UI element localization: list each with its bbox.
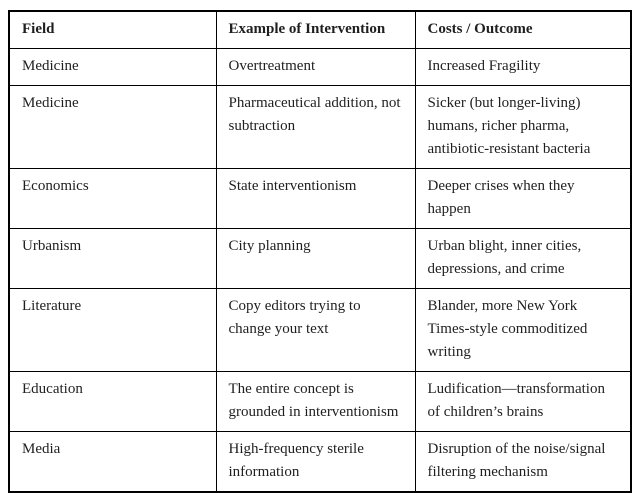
column-header-intervention: Example of Intervention xyxy=(215,10,416,49)
table-row: Media High-frequency sterile information… xyxy=(8,431,632,493)
cell-outcome: Disruption of the noise/signal filtering… xyxy=(414,431,632,493)
cell-outcome: Urban blight, inner cities, depressions,… xyxy=(414,228,632,289)
cell-field: Education xyxy=(8,371,217,432)
cell-intervention: The entire concept is grounded in interv… xyxy=(215,371,416,432)
cell-field: Medicine xyxy=(8,48,217,86)
cell-outcome: Blander, more New York Times-style commo… xyxy=(414,288,632,372)
cell-intervention: High-frequency sterile information xyxy=(215,431,416,493)
cell-field: Urbanism xyxy=(8,228,217,289)
column-header-field: Field xyxy=(8,10,217,49)
cell-field: Economics xyxy=(8,168,217,229)
cell-field: Medicine xyxy=(8,85,217,169)
cell-field: Media xyxy=(8,431,217,493)
cell-outcome: Deeper crises when they happen xyxy=(414,168,632,229)
cell-outcome: Sicker (but longer-living) humans, riche… xyxy=(414,85,632,169)
table-row: Urbanism City planning Urban blight, inn… xyxy=(8,228,632,289)
table-row: Economics State interventionism Deeper c… xyxy=(8,168,632,229)
header-row: Field Example of Intervention Costs / Ou… xyxy=(8,10,632,49)
cell-intervention: Copy editors trying to change your text xyxy=(215,288,416,372)
cell-intervention: Overtreatment xyxy=(215,48,416,86)
table-row: Education The entire concept is grounded… xyxy=(8,371,632,432)
table-row: Medicine Pharmaceutical addition, not su… xyxy=(8,85,632,169)
table-row: Literature Copy editors trying to change… xyxy=(8,288,632,372)
cell-intervention: City planning xyxy=(215,228,416,289)
cell-outcome: Ludification—transformation of children’… xyxy=(414,371,632,432)
cell-intervention: State interventionism xyxy=(215,168,416,229)
cell-intervention: Pharmaceutical addition, not subtraction xyxy=(215,85,416,169)
cell-field: Literature xyxy=(8,288,217,372)
interventions-table: Field Example of Intervention Costs / Ou… xyxy=(8,10,632,493)
table-row: Medicine Overtreatment Increased Fragili… xyxy=(8,48,632,86)
cell-outcome: Increased Fragility xyxy=(414,48,632,86)
column-header-outcome: Costs / Outcome xyxy=(414,10,632,49)
